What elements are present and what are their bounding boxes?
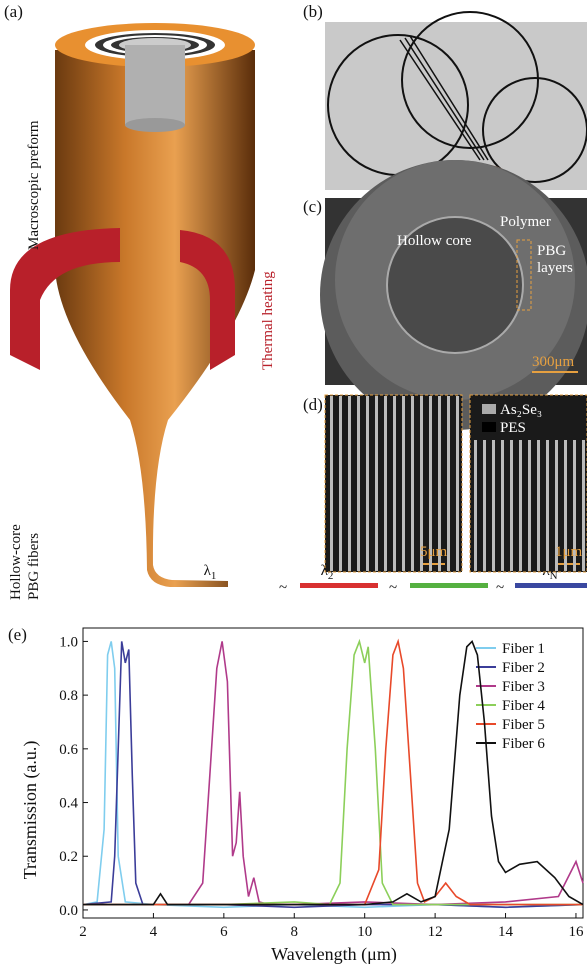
x-tick-label: 10 [357,924,372,940]
legend-label: Fiber 3 [502,679,545,695]
legend-label: Fiber 2 [502,660,545,676]
fiber-label: PBG fibers [26,533,42,600]
tilde: ~ [389,580,397,596]
subscript: N [550,570,558,582]
panel-label: (a) [4,2,23,21]
panel-label: (b) [303,2,323,21]
chart: 0.0 0.2 0.4 0.6 0.8 1.0 2 4 6 8 10 12 14 16 Fiber 1 Fib… [59,634,584,940]
layer-stripe [429,396,432,571]
tilde: ~ [279,580,287,596]
sem-label: Polymer [500,214,551,230]
scale-bar-label: 1μm [555,544,583,560]
layer-stripe [438,396,441,571]
layer-stripe [582,440,585,571]
tilde: ~ [496,580,504,596]
legend-label: Fiber 6 [502,736,545,752]
layer-stripe [366,396,369,571]
layer-stripe [537,440,540,571]
sem-label: PBG [537,243,566,259]
layer-stripe [456,396,459,571]
y-tick-label: 0.6 [59,742,78,758]
wavelength-label: λ1 [204,563,217,582]
sem-layers [324,394,587,573]
panel-label: (e) [8,625,27,644]
subscript: 1 [211,570,217,582]
y-tick-label: 0.8 [59,688,78,704]
heating-label: Thermal heating [260,271,276,370]
panel-label: (c) [303,197,322,216]
subscript: 2 [328,570,334,582]
layer-stripe [447,396,450,571]
layer-stripe [519,440,522,571]
scale-bar-label: 300μm [532,354,575,370]
series-line [83,638,583,906]
y-tick-label: 0.4 [59,796,78,812]
legend-label: PES [500,420,526,436]
layer-stripe [546,440,549,571]
layer-stripe [411,396,414,571]
y-axis-label: Transmission (a.u.) [20,741,41,880]
layer-stripe [510,440,513,571]
x-tick-label: 6 [220,924,228,940]
sem-image [320,160,587,430]
scale-bar-label: 5μm [420,544,448,560]
layer-stripe [357,396,360,571]
legend-label: As₂Se₃ [500,402,542,418]
legend-label: Fiber 5 [502,717,545,733]
legend-label: Fiber 1 [502,641,545,657]
sem-label: layers [537,260,573,276]
layer-stripe [492,440,495,571]
symbol: λ [204,563,212,579]
layer-stripe [555,440,558,571]
preform-label: Macroscopic preform [26,120,42,250]
legend-label: Fiber 4 [502,698,545,714]
layer-stripe [339,396,342,571]
layer-stripe [375,396,378,571]
sem-label: Hollow core [397,233,472,249]
layer-stripe [384,396,387,571]
plot-frame [82,627,584,919]
x-tick-label: 16 [568,924,584,940]
x-tick-label: 14 [498,924,514,940]
layer-stripe [420,396,423,571]
x-tick-label: 2 [79,924,87,940]
series-line [83,639,584,906]
y-tick-label: 0.2 [59,849,78,865]
x-tick-label: 12 [428,924,443,940]
layer-stripe [528,440,531,571]
series-line [82,641,584,909]
y-tick-label: 0.0 [59,903,78,919]
y-tick-label: 1.0 [59,634,78,650]
layer-stripe [348,396,351,571]
series-line [82,641,584,909]
layer-stripe [564,440,567,571]
layer-stripe [393,396,396,571]
layer-stripe [573,440,576,571]
layer-stripe [474,440,477,571]
series-line [83,641,584,906]
layer-stripe [330,396,333,571]
fiber-label: Hollow-core [8,524,24,600]
panel-label: (d) [303,395,323,414]
preform-illustration [10,23,587,588]
x-axis-label: Wavelength (μm) [271,944,397,965]
layer-stripe [402,396,405,571]
x-tick-label: 4 [150,924,158,940]
layer-stripe [501,440,504,571]
layer-stripe [483,440,486,571]
x-tick-label: 8 [291,924,299,940]
